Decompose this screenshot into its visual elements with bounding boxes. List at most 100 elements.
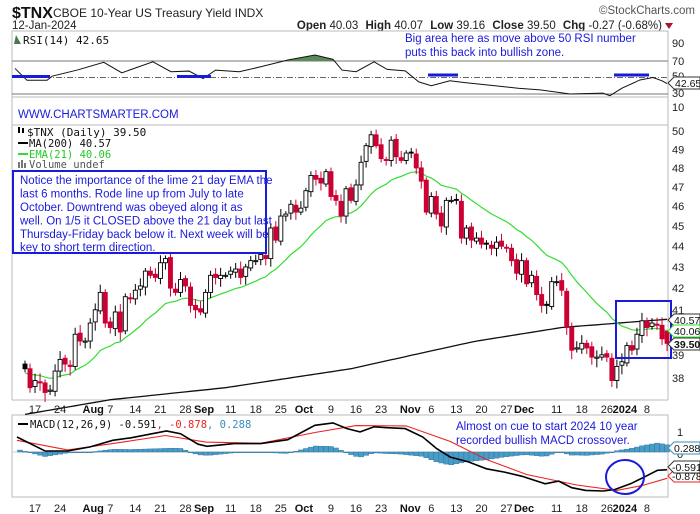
- date-axis-price: 17 24 Aug 7 14 21 28 Sep 11 18 25 Oct 9 16 23 Nov 6 13 20 2…: [29, 404, 650, 416]
- price-tick: 39: [672, 350, 684, 362]
- candle-body: [589, 346, 595, 358]
- price-tick: 50: [672, 126, 684, 138]
- macd-histogram-bar: [403, 451, 409, 455]
- candle-legend-icon: [18, 127, 20, 133]
- date-tick: 26: [601, 503, 613, 514]
- low-value: 39.16: [456, 20, 485, 32]
- macd-histogram-bar: [338, 450, 344, 453]
- date-tick: 24: [54, 404, 66, 416]
- macd-histogram-bar: [202, 451, 209, 456]
- candle-body: [142, 270, 148, 288]
- macd-histogram-bar: [654, 442, 660, 453]
- volume-legend-icon: [18, 160, 26, 168]
- candle-body: [574, 347, 580, 350]
- macd-histogram-bar: [438, 451, 445, 464]
- macd-histogram-bar: [629, 448, 635, 453]
- stockcharts-copyright[interactable]: ©StockCharts.com: [599, 5, 695, 17]
- macd-histogram-bar: [273, 451, 279, 454]
- candle-body: [584, 342, 590, 349]
- candle-body: [198, 308, 204, 313]
- macd-histogram-bar: [222, 451, 229, 454]
- date-tick: 20: [475, 404, 487, 416]
- rsi-legend: RSI(14) 42.65: [23, 34, 109, 47]
- candle-body: [218, 274, 224, 279]
- candle-body: [258, 253, 264, 261]
- candle-body: [514, 259, 520, 274]
- macd-histogram-bar: [167, 448, 174, 453]
- macd-histogram-bar: [283, 451, 289, 454]
- candle-body: [554, 281, 560, 284]
- macd-histogram-bar: [318, 445, 324, 453]
- macd-histogram-bar: [393, 451, 399, 455]
- candle-body: [67, 364, 73, 367]
- candle-body: [569, 327, 575, 351]
- macd-histogram-bar: [619, 449, 625, 453]
- macd-histogram-bar: [137, 448, 144, 453]
- macd-histogram-bar: [503, 451, 510, 457]
- macd-histogram-bar: [523, 451, 530, 455]
- candle-body: [147, 270, 153, 276]
- rsi-annotation-line: Big area here as move above 50 RSI numbe…: [405, 33, 636, 45]
- candle-body: [544, 303, 550, 306]
- candle-body: [278, 215, 284, 242]
- macd-histogram-bar: [172, 448, 179, 453]
- macd-histogram-bar: [413, 451, 419, 456]
- candle-body: [664, 330, 670, 344]
- candle-body: [283, 213, 289, 217]
- macd-histogram-bar: [187, 451, 194, 454]
- candle-body: [504, 246, 509, 249]
- candle-body: [238, 268, 244, 278]
- date-tick: 25: [275, 404, 287, 416]
- macd-histogram-bar: [192, 451, 199, 455]
- date-tick: 7: [107, 404, 113, 416]
- hist-value-tag: 0.288: [667, 441, 700, 455]
- candle-body: [47, 389, 53, 392]
- candle-body: [117, 311, 123, 333]
- macd-histogram-bar: [212, 451, 219, 455]
- macd-histogram-bar: [32, 451, 38, 455]
- candle-body: [529, 274, 535, 284]
- macd-histogram-bar: [278, 451, 284, 454]
- macd-histogram-bar: [513, 451, 520, 456]
- macd-histogram-bar: [328, 446, 334, 453]
- macd-histogram-bar: [253, 451, 259, 454]
- macd-histogram-bar: [599, 451, 605, 455]
- candle-body: [62, 357, 68, 365]
- macd-histogram-bar: [388, 451, 394, 454]
- candle-body: [253, 260, 259, 263]
- date-tick: 26: [601, 404, 613, 416]
- macd-histogram-bar: [589, 451, 595, 456]
- rsi-line: [14, 54, 668, 97]
- candle-legend-icon: [22, 128, 24, 133]
- date-tick: Dec: [514, 503, 534, 514]
- candle-body: [233, 268, 239, 273]
- ema-annotation-box: [12, 170, 267, 254]
- rsi-tick: 30: [672, 88, 684, 100]
- candle-body: [614, 365, 620, 381]
- symbol: $TNX: [12, 5, 53, 22]
- date-tick: 17: [29, 404, 41, 416]
- date-tick: 27: [500, 503, 512, 514]
- candle-body: [343, 188, 349, 217]
- macd-histogram-bar: [217, 451, 224, 455]
- candle-body: [453, 198, 459, 201]
- candle-body: [263, 255, 269, 260]
- down-arrow-icon: [665, 23, 673, 29]
- macd-histogram-bar: [232, 451, 239, 454]
- rsi-highlight-marks: [12, 73, 649, 78]
- date-tick: 2024: [613, 503, 638, 514]
- rsi-series: [14, 54, 668, 97]
- candle-body: [303, 190, 309, 208]
- price-tick: 49: [672, 144, 684, 156]
- macd-annotation-line: recorded bullish MACD crossover.: [456, 435, 630, 447]
- macd-panel: [11, 414, 669, 498]
- macd-histogram-bar: [248, 451, 254, 454]
- date-tick: Aug: [83, 503, 104, 514]
- date-tick: 14: [129, 503, 141, 514]
- date-tick: 18: [576, 503, 588, 514]
- candle-body: [32, 380, 38, 387]
- candle-body: [428, 196, 434, 214]
- ema-annotation-line: October. Downtrend was obeyed along it a…: [20, 202, 243, 214]
- macd-histogram-bar: [508, 451, 515, 457]
- macd-histogram-bar: [609, 451, 615, 454]
